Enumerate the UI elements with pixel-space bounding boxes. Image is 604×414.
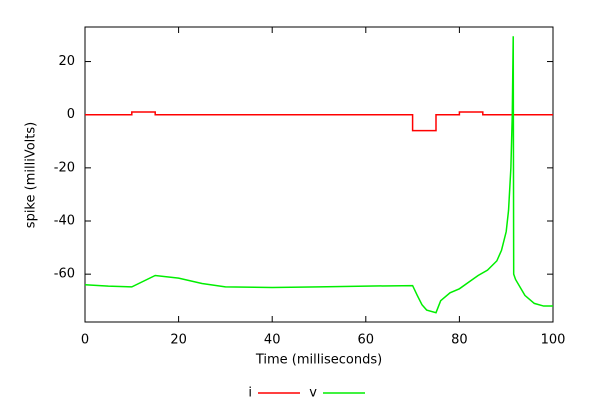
x-tick-label: 60: [358, 333, 375, 348]
legend-label: i: [248, 386, 252, 401]
y-axis-label: spike (milliVolts): [24, 122, 39, 228]
series-line: [84, 36, 553, 314]
x-axis-label: Time (milliseconds): [255, 353, 382, 368]
y-tick-label: 0: [67, 107, 75, 122]
y-tick-label: -40: [54, 214, 75, 229]
x-tick-label: 20: [170, 333, 187, 348]
y-tick-label: -60: [54, 267, 75, 282]
series-line: [85, 111, 553, 132]
y-tick-label: 20: [58, 54, 75, 69]
x-tick-label: 100: [541, 333, 566, 348]
x-tick-label: 80: [451, 333, 468, 348]
legend-label: v: [309, 386, 317, 401]
x-tick-label: 40: [264, 333, 281, 348]
plot-border: [84, 26, 554, 323]
y-tick-label: -20: [54, 160, 75, 175]
x-tick-label: 0: [81, 333, 89, 348]
